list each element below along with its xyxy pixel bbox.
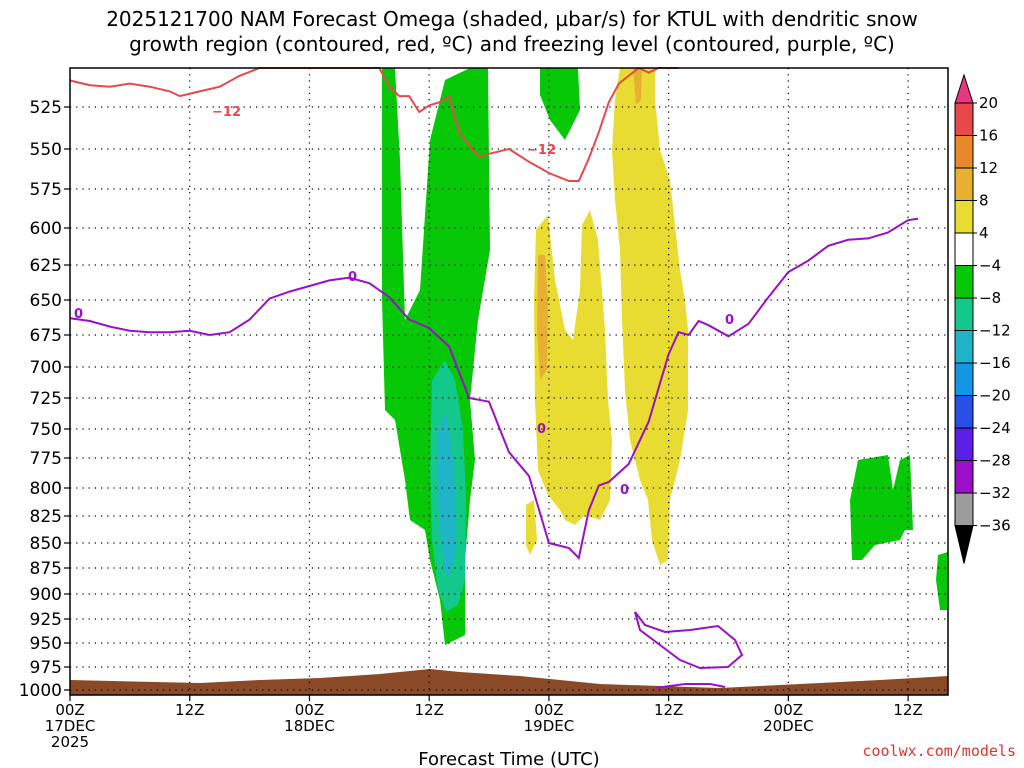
x-tick-label: 12Z — [893, 701, 922, 719]
y-tick-label: 650 — [30, 291, 62, 311]
y-tick-label: 750 — [30, 420, 62, 440]
colorbar-swatch — [954, 102, 974, 136]
y-tick-label: 975 — [30, 658, 62, 678]
surface-terrain — [70, 669, 948, 695]
freezing-level-contour — [69, 217, 919, 561]
omega-shading — [382, 68, 948, 645]
y-tick-label: 775 — [30, 449, 62, 469]
colorbar-swatch — [954, 297, 974, 331]
y-tick-label: 850 — [30, 534, 62, 554]
colorbar-swatch — [954, 330, 974, 364]
colorbar-swatch — [954, 492, 974, 526]
omega-orange-streak — [537, 255, 548, 380]
x-tick-label: 19DEC — [524, 717, 575, 735]
x-tick-label: 2025 — [51, 733, 89, 751]
colorbar-label: −4 — [979, 257, 1001, 275]
colorbar-label: −8 — [979, 289, 1001, 307]
x-tick-label: 00Z — [534, 701, 563, 719]
x-axis-title: Forecast Time (UTC) — [418, 749, 599, 768]
freezing-level-label: 0 — [348, 270, 357, 285]
freezing-level-label: 0 — [74, 307, 83, 322]
x-tick-label: 12Z — [175, 701, 204, 719]
colorbar-label: −16 — [979, 354, 1011, 372]
x-tick-label: 00Z — [295, 701, 324, 719]
colorbar-label: −32 — [979, 484, 1011, 502]
colorbar-label: 8 — [979, 192, 989, 210]
y-axis: 525 550 575 600 625 650 675 700 725 750 775 800 825 8… — [19, 98, 70, 701]
colorbar-swatch — [954, 135, 974, 169]
colorbar-swatch — [954, 167, 974, 201]
colorbar-swatch — [954, 460, 974, 494]
colorbar-label: −36 — [979, 517, 1011, 535]
y-tick-label: 900 — [30, 585, 62, 605]
colorbar-swatch — [954, 232, 974, 266]
colorbar-swatch — [954, 362, 974, 396]
colorbar-swatch — [954, 265, 974, 299]
omega-yellow-region — [526, 500, 537, 555]
y-tick-label: 1000 — [19, 681, 62, 701]
y-tick-label: 525 — [30, 98, 62, 118]
colorbar-swatch — [954, 525, 974, 564]
colorbar-label: 12 — [979, 159, 998, 177]
colorbar-swatch — [954, 73, 974, 104]
plot-frame — [69, 67, 949, 696]
y-tick-label: 575 — [30, 180, 62, 200]
x-tick-label: 17DEC — [45, 717, 96, 735]
colorbar-label: −12 — [979, 322, 1011, 340]
colorbar-swatch — [954, 395, 974, 429]
y-tick-label: 550 — [30, 140, 62, 160]
freezing-level-label: 0 — [537, 422, 546, 437]
omega-cyan-core — [437, 412, 456, 575]
x-tick-label: 20DEC — [763, 717, 814, 735]
y-tick-label: 925 — [30, 610, 62, 630]
freezing-level-contour-surface — [654, 683, 726, 689]
colorbar-swatch — [954, 200, 974, 234]
x-tick-label: 12Z — [654, 701, 683, 719]
omega-green-region — [850, 455, 913, 560]
colorbar-swatch — [954, 427, 974, 461]
y-tick-label: 950 — [30, 634, 62, 654]
y-tick-label: 800 — [30, 479, 62, 499]
y-tick-label: 875 — [30, 559, 62, 579]
freezing-level-contour-loop — [634, 611, 744, 670]
chart-title-line1: 2025121700 NAM Forecast Omega (shaded, µ… — [106, 7, 918, 31]
grid-lines — [70, 68, 948, 695]
freezing-level-label: 0 — [725, 313, 734, 328]
dgz-minus12-contour — [69, 66, 679, 182]
dgz-label: −12 — [527, 143, 556, 158]
y-tick-label: 825 — [30, 507, 62, 527]
omega-green-region — [936, 552, 948, 610]
colorbar-label: −20 — [979, 387, 1011, 405]
credit-link[interactable]: coolwx.com/models — [862, 742, 1016, 760]
y-tick-label: 625 — [30, 256, 62, 276]
colorbar-label: −24 — [979, 419, 1011, 437]
colorbar-label: 4 — [979, 224, 989, 242]
colorbar-label: −28 — [979, 452, 1011, 470]
colorbar-label: 20 — [979, 94, 998, 112]
x-tick-label: 00Z — [774, 701, 803, 719]
colorbar-label: 16 — [979, 127, 998, 145]
y-tick-label: 675 — [30, 326, 62, 346]
contour-lines: 0 0 0 0 0 −12 −12 — [69, 66, 919, 689]
x-tick-label: 12Z — [414, 701, 443, 719]
dgz-label: −12 — [212, 105, 241, 120]
chart-title-line2: growth region (contoured, red, ºC) and f… — [129, 32, 895, 56]
colorbar: 20 16 12 8 4 −4 −8 −12 −16 −20 −24 −28 −32 −36 — [954, 73, 1011, 564]
y-tick-label: 600 — [30, 219, 62, 239]
omega-orange-streak — [633, 68, 642, 105]
y-tick-label: 700 — [30, 358, 62, 378]
omega-green-region — [540, 68, 580, 140]
x-tick-label: 00Z — [55, 701, 84, 719]
x-tick-label: 18DEC — [284, 717, 335, 735]
freezing-level-label: 0 — [620, 483, 629, 498]
y-tick-label: 725 — [30, 389, 62, 409]
